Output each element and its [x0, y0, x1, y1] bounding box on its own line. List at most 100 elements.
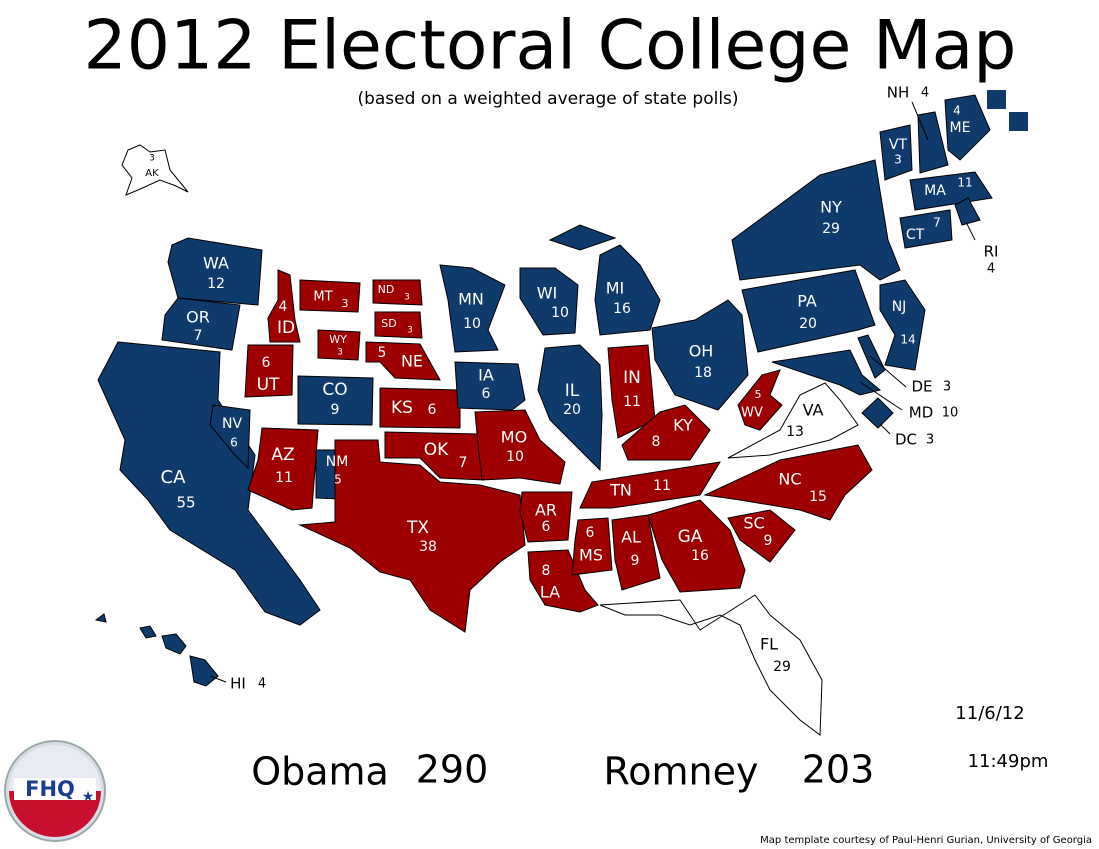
state-abbr: MS — [579, 546, 603, 565]
state-votes: 3 — [407, 326, 413, 336]
state-abbr: VA — [803, 401, 824, 420]
state-shape — [579, 461, 721, 509]
state-shape — [611, 514, 661, 591]
state-votes: 5 — [755, 388, 762, 401]
state-shape — [299, 279, 361, 313]
state-abbr: HI — [230, 675, 246, 693]
state-abbr: WA — [203, 254, 229, 273]
map-subtitle: (based on a weighted average of state po… — [357, 89, 738, 109]
state-votes: 11 — [957, 176, 972, 190]
state-votes: 11 — [653, 478, 671, 494]
state-abbr: OK — [424, 440, 449, 460]
state-votes: 7 — [194, 328, 203, 344]
state-abbr: MI — [606, 279, 625, 298]
state-abbr: CA — [161, 467, 187, 488]
state-shape — [374, 311, 423, 339]
state-abbr: IA — [478, 366, 494, 385]
state-abbr: SC — [743, 514, 764, 533]
state-votes: 3 — [943, 380, 951, 395]
state-abbr: NV — [222, 416, 242, 432]
state-abbr: MN — [458, 290, 484, 309]
state-shape — [944, 94, 991, 161]
state-shape — [474, 409, 566, 485]
state-abbr: PA — [797, 292, 817, 311]
state-votes: 3 — [149, 154, 155, 164]
map-time: 11:49pm — [968, 751, 1049, 772]
leader-line — [859, 381, 903, 411]
state-shape — [189, 655, 219, 687]
state-votes: 16 — [613, 301, 631, 317]
state-shape — [899, 209, 953, 249]
state-abbr: AK — [145, 168, 159, 179]
state-shape — [731, 159, 901, 281]
state-abbr: DC — [895, 431, 917, 449]
state-votes: 8 — [542, 563, 551, 579]
state-abbr: CO — [322, 380, 347, 400]
state-shape — [909, 171, 993, 211]
state-shape — [247, 427, 319, 511]
leader-line — [965, 221, 976, 241]
state-abbr: ND — [378, 283, 395, 296]
leader-line — [879, 423, 891, 435]
state-abbr: ID — [277, 318, 295, 338]
state-votes: 7 — [459, 455, 468, 471]
state-abbr: RI — [984, 243, 999, 261]
state-abbr: MO — [501, 428, 527, 447]
state-shape — [879, 124, 913, 181]
state-shape — [372, 279, 423, 306]
state-shape — [365, 341, 441, 381]
state-abbr: MD — [909, 404, 934, 422]
state-abbr: NM — [326, 454, 349, 470]
state-shape — [594, 244, 661, 336]
state-shape — [454, 361, 526, 411]
state-shape — [519, 267, 579, 336]
state-votes: 14 — [900, 333, 915, 347]
state-shape — [519, 491, 573, 543]
hawaii-islands — [94, 613, 187, 655]
state-abbr: NE — [401, 352, 423, 371]
state-votes: 8 — [652, 434, 661, 450]
state-votes: 20 — [799, 316, 817, 332]
state-abbr: AL — [621, 528, 641, 547]
state-votes: 10 — [506, 449, 524, 465]
state-shape — [527, 549, 599, 613]
state-votes: 3 — [342, 297, 349, 310]
map-title: 2012 Electoral College Map — [84, 7, 1017, 86]
state-votes: 10 — [551, 305, 569, 321]
state-shape — [917, 111, 949, 174]
state-votes: 20 — [563, 402, 581, 418]
state-shape — [621, 404, 711, 461]
state-shape — [727, 382, 859, 459]
state-abbr: OR — [186, 308, 210, 327]
state-shape — [771, 349, 882, 396]
state-shape — [741, 269, 876, 353]
state-shape — [297, 375, 374, 426]
state-abbr: LA — [540, 583, 560, 602]
state-shape — [548, 224, 617, 251]
state-votes: 7 — [933, 216, 941, 230]
state-abbr: NJ — [892, 299, 907, 315]
credit: Map template courtesy of Paul-Henri Guri… — [760, 835, 1092, 846]
state-abbr: MA — [924, 183, 946, 199]
state-votes: 12 — [207, 276, 225, 292]
leader-line — [911, 101, 929, 141]
logo-star: ★ — [82, 789, 95, 805]
state-votes: 4 — [921, 86, 929, 101]
states — [97, 94, 993, 736]
candidate-votes: 203 — [802, 748, 875, 792]
state-shape — [167, 237, 263, 306]
state-shape — [537, 344, 603, 472]
candidate-votes: 290 — [416, 748, 489, 792]
state-abbr: KS — [391, 398, 413, 418]
state-votes: 6 — [586, 525, 595, 541]
state-shape — [954, 197, 981, 226]
state-abbr: TX — [406, 518, 429, 538]
state-shape — [571, 517, 613, 576]
state-votes: 10 — [463, 316, 481, 332]
candidate-name: Romney — [604, 750, 759, 794]
decor-square — [1009, 112, 1028, 131]
state-shape — [209, 404, 251, 470]
state-votes: 11 — [275, 470, 293, 486]
state-shape — [121, 144, 189, 196]
